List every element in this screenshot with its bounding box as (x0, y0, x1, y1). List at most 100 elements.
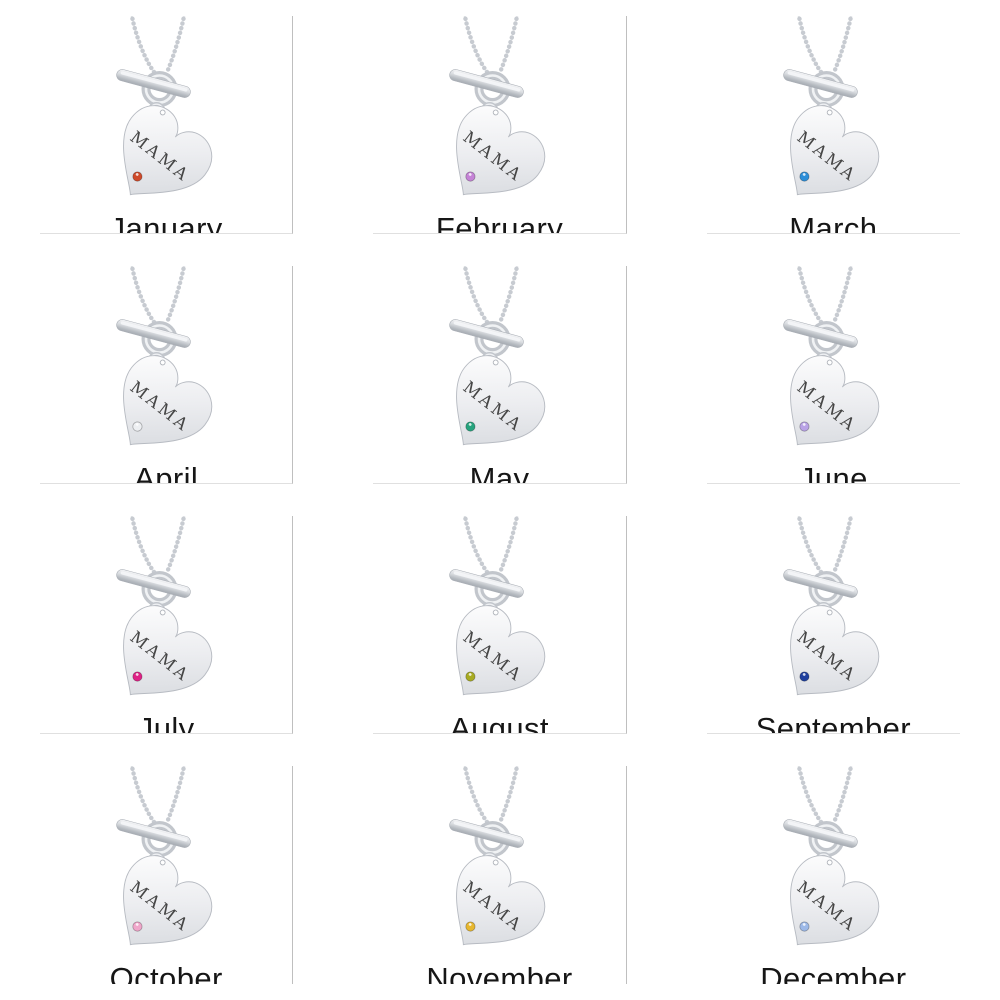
toggle-clasp (449, 69, 525, 107)
necklace-image: MAMA (116, 16, 213, 196)
chain-left-strand (129, 766, 158, 827)
month-label: February (435, 211, 564, 234)
heart-shape (123, 105, 213, 196)
birthstone-sparkle (135, 423, 139, 426)
chain-left-strand (129, 516, 158, 577)
pendant-hole (827, 859, 833, 866)
toggle-clasp (116, 819, 191, 857)
birthstone-variant-cell: MAMA February (373, 16, 627, 234)
chain-left-strand (797, 766, 826, 827)
heart-pendant: MAMA (790, 605, 880, 696)
birthstone-sparkle (469, 423, 473, 426)
toggle-bar-highlight (120, 71, 188, 92)
month-label: May (469, 461, 530, 484)
necklace-image: MAMA (783, 16, 880, 196)
pendant-hole (827, 109, 833, 116)
necklace-image: MAMA (783, 766, 880, 946)
toggle-clasp (116, 319, 191, 357)
toggle-clasp (449, 319, 525, 357)
birthstone (465, 671, 476, 682)
birthstone (799, 921, 810, 932)
heart-pendant: MAMA (456, 355, 546, 446)
heart-shape (790, 605, 880, 696)
toggle-bar-highlight (120, 821, 188, 842)
toggle-bar-highlight (787, 821, 855, 842)
chain-left-strand (129, 266, 158, 327)
toggle-bar-highlight (454, 571, 521, 592)
heart-pendant: MAMA (456, 105, 546, 196)
heart-shape (123, 355, 213, 446)
chain-right-strand (165, 16, 187, 74)
pendant-hole (493, 859, 500, 866)
birthstone-sparkle (469, 173, 473, 176)
birthstone-sparkle (803, 173, 806, 176)
chain-right-strand (498, 266, 520, 324)
chain-left-strand (463, 16, 492, 77)
month-label: August (450, 711, 549, 734)
toggle-bar-highlight (120, 321, 188, 342)
toggle-clasp (449, 569, 525, 607)
birthstone-sparkle (469, 923, 473, 926)
birthstone (132, 421, 143, 432)
chain-right-strand (832, 766, 854, 824)
pendant-hole (827, 609, 833, 616)
chain-left-strand (797, 516, 826, 577)
birthstone (132, 671, 143, 682)
chain-right-strand (832, 16, 854, 74)
necklace-image: MAMA (116, 516, 213, 696)
month-label: April (134, 461, 199, 484)
toggle-bar-highlight (454, 71, 521, 92)
chain-right-strand (498, 516, 520, 574)
necklace-image: MAMA (449, 266, 546, 446)
month-label: November (426, 961, 573, 984)
toggle-clasp (783, 319, 859, 357)
birthstone-variant-cell: MAMA December (706, 766, 960, 984)
necklace-image: MAMA (116, 766, 213, 946)
birthstone-variant-cell: MAMA January (40, 16, 294, 234)
pendant-hole (159, 109, 166, 116)
birthstone (799, 421, 810, 432)
chain-right-strand (165, 516, 187, 574)
birthstone-sparkle (469, 673, 473, 676)
birthstone-sparkle (803, 673, 806, 676)
heart-shape (456, 855, 546, 946)
heart-pendant: MAMA (790, 855, 880, 946)
chain-left-strand (463, 516, 492, 577)
heart-pendant: MAMA (456, 855, 546, 946)
birthstone-sparkle (135, 173, 139, 176)
birthstone (799, 671, 810, 682)
chain-right-strand (832, 516, 854, 574)
necklace-image: MAMA (783, 266, 880, 446)
pendant-hole (159, 859, 166, 866)
birthstone-variant-cell: MAMA March (706, 16, 960, 234)
necklace-image: MAMA (116, 266, 213, 446)
pendant-hole (827, 359, 833, 366)
birthstone (132, 171, 143, 182)
toggle-bar-highlight (787, 321, 855, 342)
heart-pendant: MAMA (456, 605, 546, 696)
month-label: July (137, 711, 195, 734)
heart-shape (790, 355, 880, 446)
chain-right-strand (832, 266, 854, 324)
birthstone-variant-cell: MAMA August (373, 516, 627, 734)
month-label: June (798, 461, 868, 484)
month-label: January (109, 211, 223, 234)
chain-right-strand (498, 766, 520, 824)
birthstone-variant-cell: MAMA July (40, 516, 294, 734)
chain-right-strand (498, 16, 520, 74)
birthstone-sparkle (135, 673, 139, 676)
birthstone (465, 171, 476, 182)
birthstone-variant-cell: MAMA October (40, 766, 294, 984)
necklace-image: MAMA (783, 516, 880, 696)
toggle-clasp (783, 819, 859, 857)
heart-pendant: MAMA (123, 105, 213, 196)
birthstone-sparkle (135, 923, 139, 926)
chain-left-strand (797, 16, 826, 77)
heart-shape (790, 855, 880, 946)
chain-left-strand (463, 266, 492, 327)
birthstone-variant-cell: MAMA September (706, 516, 960, 734)
pendant-hole (493, 609, 500, 616)
pendant-hole (493, 109, 500, 116)
birthstone (465, 421, 476, 432)
birthstone (465, 921, 476, 932)
